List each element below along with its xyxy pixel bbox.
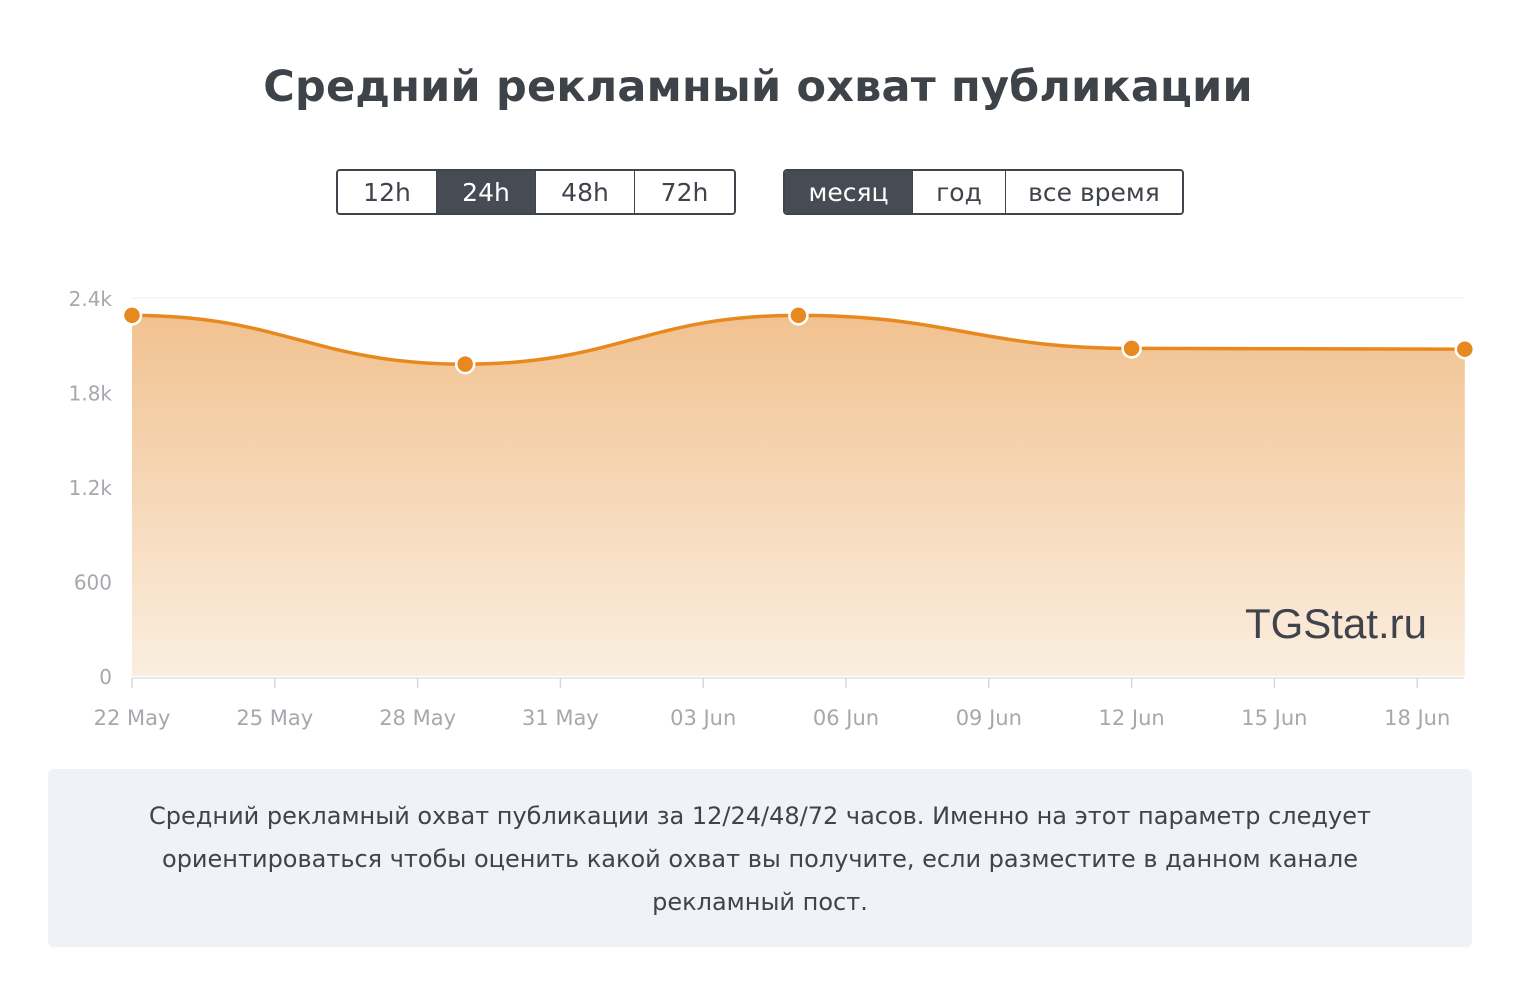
period-toggle-group: месяц год все время [783,169,1184,215]
y-tick-label: 0 [99,665,112,689]
x-tick-label: 03 Jun [670,706,736,730]
tgstat-watermark: TGStat.ru [1245,600,1427,647]
hours-24-button[interactable]: 24h [437,171,536,213]
x-tick-label: 09 Jun [956,706,1022,730]
x-tick-label: 25 May [236,706,313,730]
data-point[interactable] [454,353,476,375]
period-year-button[interactable]: год [913,171,1006,213]
y-tick-label: 1.2k [69,476,113,500]
series-area [132,315,1465,676]
x-tick-label: 18 Jun [1384,706,1450,730]
period-all-time-button[interactable]: все время [1006,171,1182,213]
hours-48-button[interactable]: 48h [536,171,635,213]
period-month-button[interactable]: месяц [785,171,913,213]
y-tick-label: 600 [74,571,112,595]
y-tick-label: 2.4k [69,287,113,311]
hours-72-button[interactable]: 72h [635,171,734,213]
x-tick-label: 12 Jun [1098,706,1164,730]
area-chart: 0 600 1.2k 1.8k 2.4k 22 May 25 May 28 May 31 May… [69,287,1476,730]
x-tick-label: 28 May [379,706,456,730]
data-point[interactable] [1121,338,1142,359]
data-point[interactable] [121,305,143,326]
data-point[interactable] [788,305,809,326]
y-tick-label: 1.8k [69,382,113,406]
x-tick-label: 06 Jun [813,706,879,730]
chart-title: Средний рекламный охват публикации [263,62,1253,112]
chart-description: Средний рекламный охват публикации за 12… [48,769,1472,947]
x-tick-label: 15 Jun [1241,706,1307,730]
hours-12-button[interactable]: 12h [338,171,437,213]
data-point[interactable] [1454,338,1476,360]
x-tick-label: 22 May [94,706,171,730]
hours-toggle-group: 12h 24h 48h 72h [336,169,736,215]
x-tick-label: 31 May [522,706,599,730]
